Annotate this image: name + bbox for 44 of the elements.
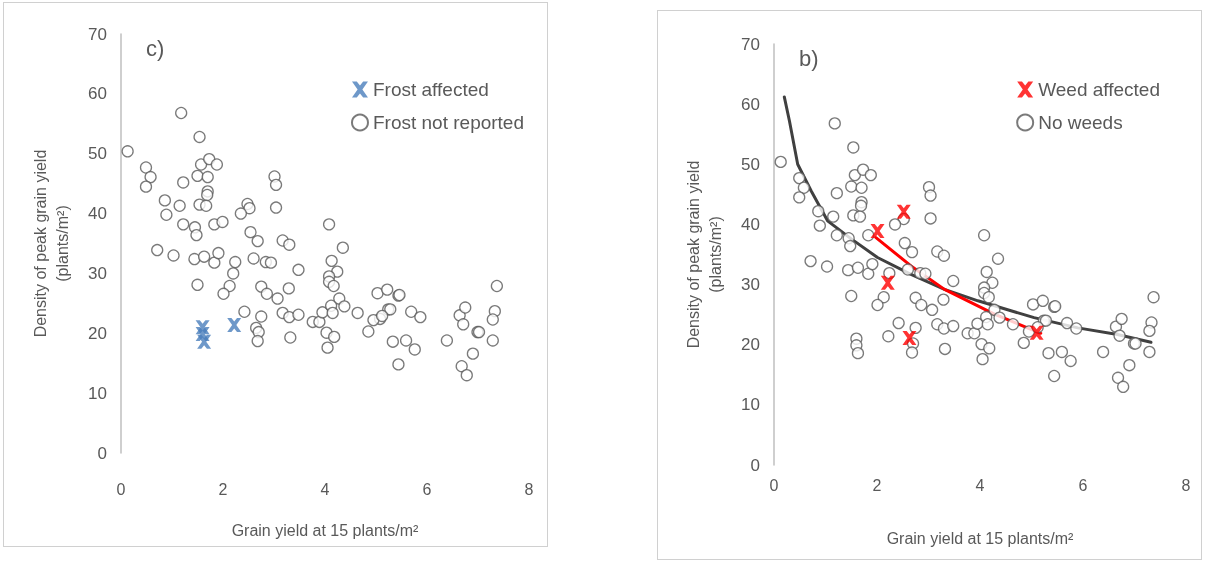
x-tick-label: 6	[422, 480, 432, 498]
chart-title: c)	[146, 35, 165, 61]
line-series	[782, 95, 1153, 344]
y-axis-title: Density of peak grain yield (plants/m²)	[684, 160, 724, 349]
x-axis-title: Grain yield at 15 plants/m²	[886, 529, 1075, 547]
point	[870, 224, 885, 239]
y-tick-label: 50	[88, 144, 107, 164]
point	[197, 334, 212, 349]
x-tick-label: 4	[975, 476, 985, 494]
point	[227, 317, 242, 332]
y-tick-label: 60	[741, 94, 760, 114]
y-tick-label: 0	[750, 455, 760, 475]
legend-label: Weed affected	[1038, 79, 1161, 100]
legend-label: Frost affected	[372, 79, 489, 100]
y-tick-label: 10	[741, 395, 760, 415]
x-tick-label: 2	[218, 480, 228, 498]
x-tick-label: 6	[1078, 476, 1088, 494]
x-tick-label: 0	[116, 480, 126, 498]
legend-label: Frost not reported	[372, 112, 525, 133]
point	[902, 331, 917, 346]
y-tick-label: 40	[88, 204, 107, 224]
y-tick-label: 30	[88, 263, 107, 283]
y-tick-label: 40	[741, 214, 760, 234]
y-tick-label: 10	[88, 383, 107, 403]
y-tick-label: 20	[88, 323, 107, 343]
legend-label: No weeds	[1038, 112, 1123, 133]
y-tick-label: 30	[741, 275, 760, 295]
x-tick-label: 4	[320, 480, 330, 498]
x-axis-title: Grain yield at 15 plants/m²	[231, 521, 420, 539]
x-tick-label: 8	[524, 480, 534, 498]
chart-title: b)	[799, 45, 819, 71]
point	[896, 204, 911, 219]
y-tick-label: 20	[741, 335, 760, 355]
y-tick-label: 70	[741, 34, 760, 54]
y-tick-label: 0	[97, 443, 107, 463]
y-tick-label: 50	[741, 154, 760, 174]
y-axis-title: Density of peak grain yield (plants/m²)	[31, 149, 71, 338]
x-tick-label: 8	[1181, 476, 1191, 494]
point	[880, 275, 895, 290]
point	[1029, 325, 1044, 340]
x-tick-label: 0	[769, 476, 779, 494]
y-tick-label: 60	[88, 84, 107, 104]
y-tick-label: 70	[88, 24, 107, 44]
x-tick-label: 2	[872, 476, 882, 494]
